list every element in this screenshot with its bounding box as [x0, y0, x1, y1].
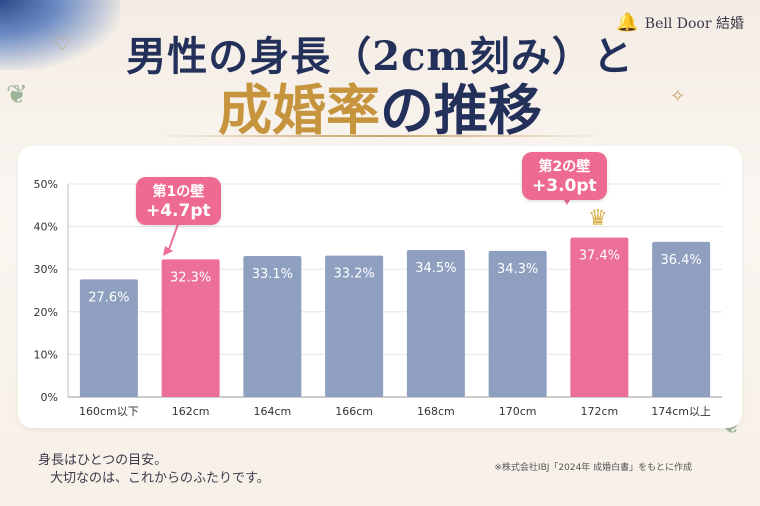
- crown-icon: ♛: [588, 206, 608, 231]
- bar: [79, 279, 138, 397]
- x-tick-label: 164cm: [253, 405, 291, 418]
- y-tick-label: 50%: [34, 178, 58, 191]
- bar-value-label: 34.5%: [415, 261, 456, 276]
- y-tick-label: 10%: [34, 348, 58, 361]
- bar-value-label: 36.4%: [660, 253, 701, 268]
- x-tick-label: 166cm: [335, 405, 373, 418]
- bell-icon: 🔔: [616, 12, 639, 33]
- bar-value-label: 33.2%: [333, 267, 374, 282]
- bar-value-label: 32.3%: [170, 270, 211, 285]
- callout-second-wall: 第2の壁 +3.0pt: [522, 152, 607, 200]
- callout-first-arrowhead: [163, 246, 173, 256]
- bar: [325, 255, 384, 397]
- y-tick-label: 40%: [34, 221, 58, 234]
- callout-first-wall: 第1の壁 +4.7pt: [136, 177, 221, 225]
- bar: [161, 259, 220, 397]
- callout-first-pointer: [167, 223, 179, 253]
- callout-first-wall-value: +4.7pt: [146, 201, 211, 221]
- footer-note-line1: 身長はひとつの目安。: [38, 453, 168, 468]
- page-title-line1: 男性の身長（2cm刻み）と: [126, 33, 634, 80]
- callout-first-wall-title: 第1の壁: [152, 184, 205, 200]
- heart-flourish-icon: ♡: [54, 34, 71, 55]
- brand-logo: 🔔 Bell Door 結婚: [616, 12, 744, 33]
- bar-value-label: 27.6%: [88, 290, 129, 305]
- bar: [243, 255, 302, 397]
- x-tick-label: 160cm以下: [79, 405, 139, 418]
- bar-value-label: 34.3%: [497, 262, 538, 277]
- bar-value-label: 33.1%: [252, 267, 293, 282]
- x-tick-label: 162cm: [172, 405, 210, 418]
- brand-name: Bell Door 結婚: [644, 15, 744, 32]
- title-accent: 成婚率: [218, 78, 380, 142]
- x-tick-label: 168cm: [417, 405, 455, 418]
- title-divider: [150, 135, 610, 137]
- bar-value-label: 37.4%: [579, 249, 620, 264]
- sparkle-icon: ✧: [670, 86, 686, 107]
- callout-second-wall-value: +3.0pt: [532, 176, 597, 196]
- leaf-decoration-left: ❦: [6, 80, 28, 110]
- page-title-line2: 成婚率の推移: [0, 66, 760, 145]
- x-tick-label: 174cm以上: [651, 405, 711, 418]
- bar: [652, 241, 711, 397]
- footer-note: 身長はひとつの目安。 大切なのは、これからのふたりです。: [38, 452, 270, 488]
- y-tick-label: 30%: [34, 263, 58, 276]
- y-tick-label: 20%: [34, 306, 58, 319]
- callout-second-wall-title: 第2の壁: [538, 159, 591, 175]
- bar: [488, 250, 547, 397]
- footer-note-line2: 大切なのは、これからのふたりです。: [50, 471, 270, 486]
- x-tick-label: 172cm: [580, 405, 618, 418]
- bar: [406, 250, 465, 397]
- bar: [570, 237, 629, 397]
- source-note: ※株式会社IBJ「2024年 成婚白書」をもとに作成: [494, 463, 692, 473]
- corner-sky-decoration: [0, 0, 120, 70]
- title-rest: の推移: [380, 78, 542, 142]
- x-tick-label: 170cm: [499, 405, 537, 418]
- y-tick-label: 0%: [41, 391, 58, 404]
